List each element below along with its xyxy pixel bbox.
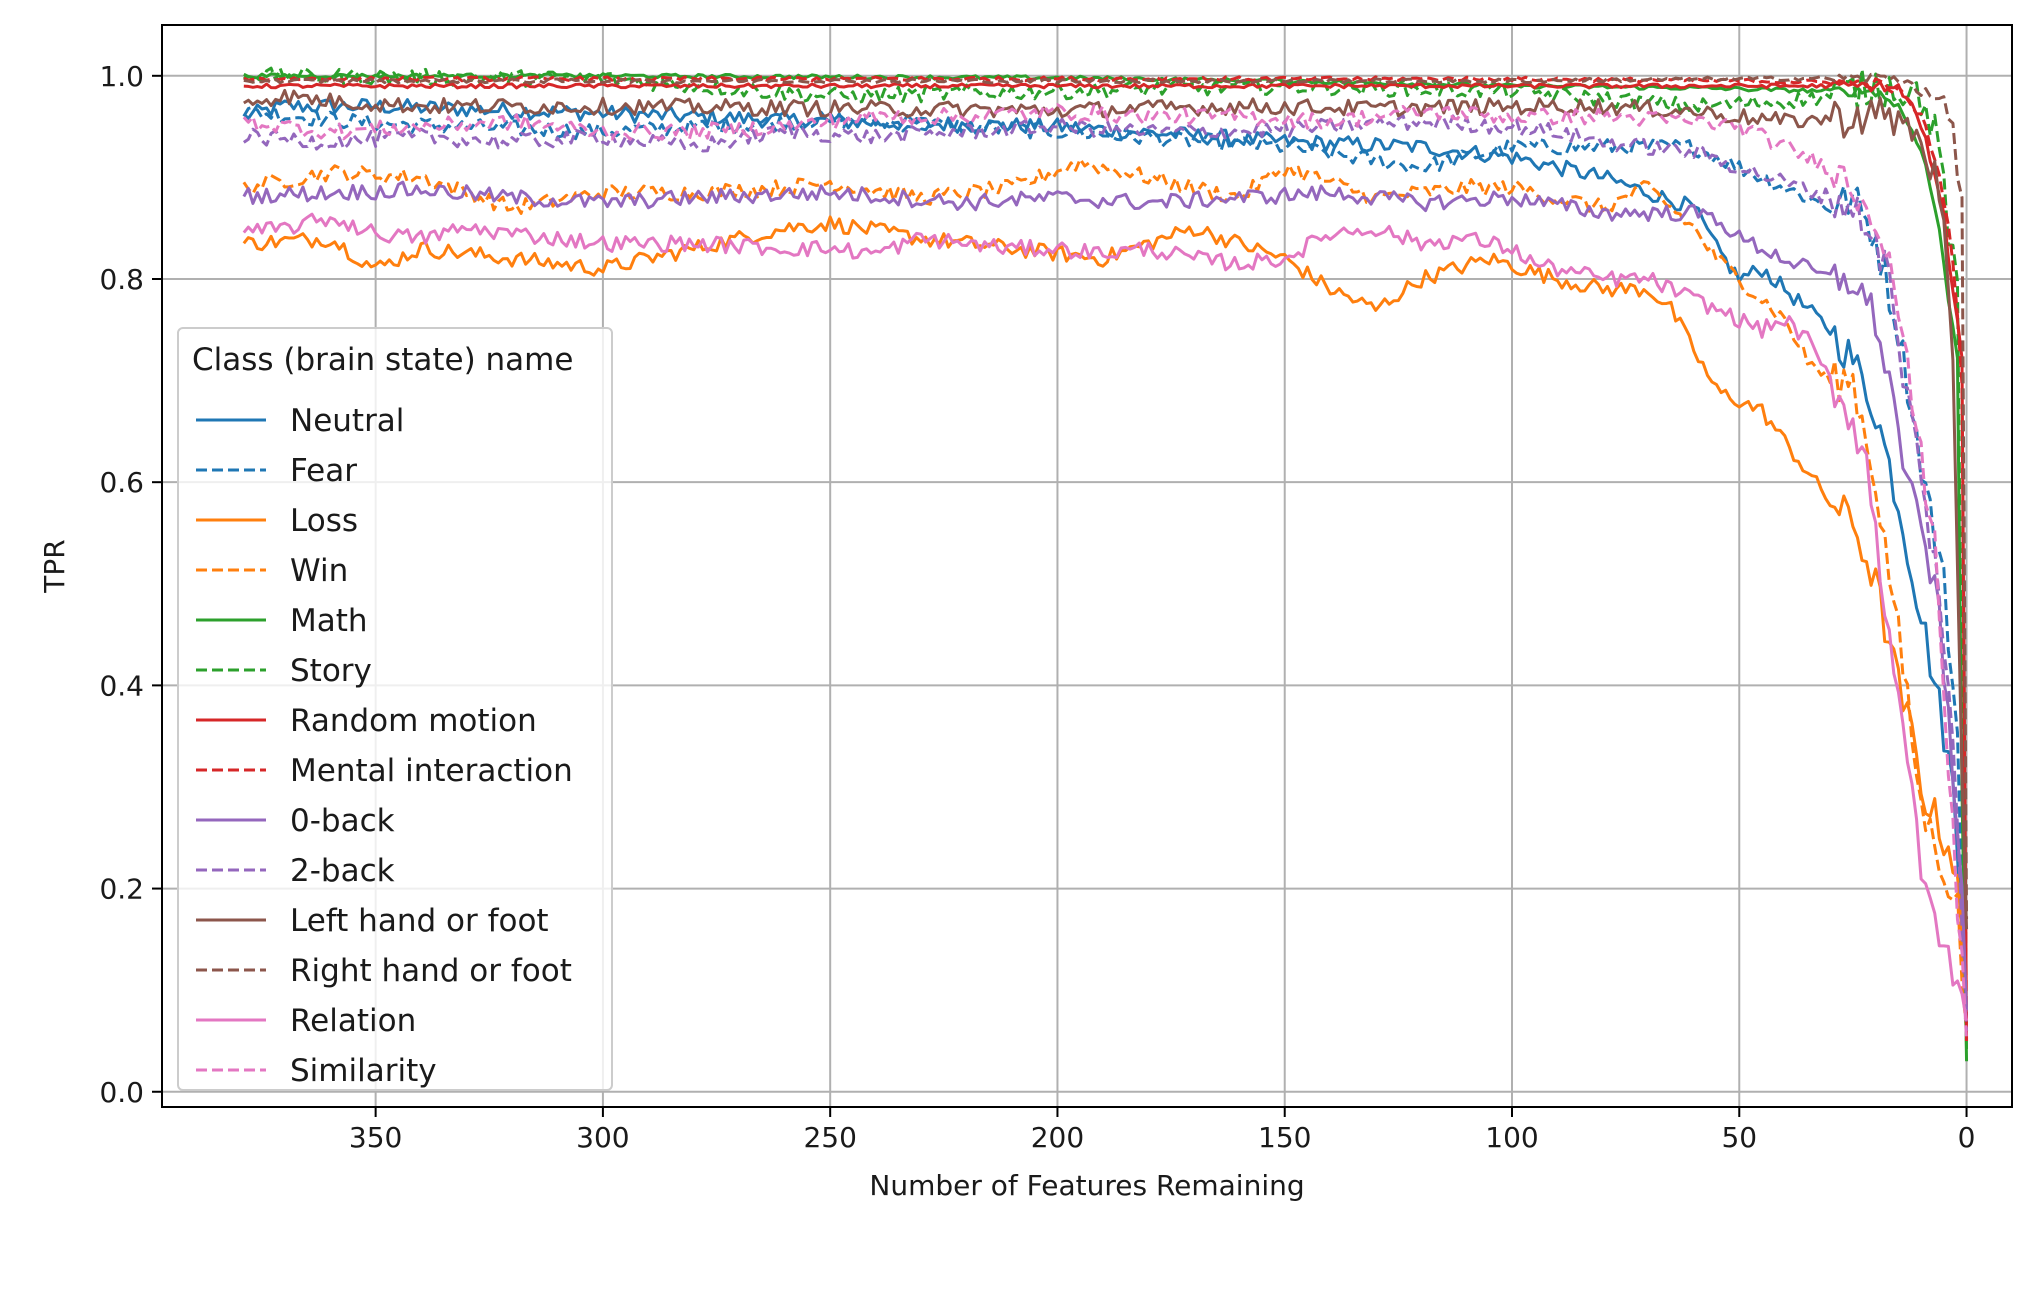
y-axis-label: TPR xyxy=(38,539,71,593)
legend-box xyxy=(177,327,613,1091)
legend-label: Fear xyxy=(290,453,357,489)
legend-item: Neutral xyxy=(196,403,404,439)
legend-label: Loss xyxy=(290,503,358,539)
x-tick-label: 300 xyxy=(576,1121,629,1154)
series-lines xyxy=(242,66,1969,1062)
legend-item: Mental interaction xyxy=(196,753,573,789)
legend-item: Right hand or foot xyxy=(196,953,572,989)
series-line-0-back xyxy=(242,180,1969,1011)
legend-label: 2-back xyxy=(290,853,395,889)
series-line-2-back xyxy=(242,113,1969,1031)
x-axis-label: Number of Features Remaining xyxy=(869,1169,1304,1202)
grid-lines xyxy=(162,25,2012,1107)
axis-ticks: 350 300 250 200 150 100 50 0 0.0 0.2 0.4 0.6 0.8 1.0 xyxy=(99,60,1975,1154)
plot-frame xyxy=(161,24,2013,1108)
x-tick-label: 50 xyxy=(1721,1121,1757,1154)
legend-label: Relation xyxy=(290,1003,416,1039)
legend: Class (brain state) name Neutral Fear Loss… xyxy=(177,327,613,1091)
legend-items: Neutral Fear Loss Win Math Story Random motion… xyxy=(196,403,573,1089)
y-tick-label: 0.0 xyxy=(99,1076,144,1109)
x-tick-label: 100 xyxy=(1485,1121,1538,1154)
legend-label: 0-back xyxy=(290,803,395,839)
legend-label: Right hand or foot xyxy=(290,953,572,989)
y-tick-label: 0.8 xyxy=(99,263,144,296)
series-line-fear xyxy=(242,105,1969,1031)
y-tick-label: 0.6 xyxy=(99,466,144,499)
x-tick-label: 150 xyxy=(1258,1121,1311,1154)
legend-item: Random motion xyxy=(196,703,537,739)
series-line-win xyxy=(242,157,1969,1031)
legend-title: Class (brain state) name xyxy=(192,342,573,378)
legend-label: Mental interaction xyxy=(290,753,573,789)
legend-label: Win xyxy=(290,553,348,589)
x-tick-label: 250 xyxy=(803,1121,856,1154)
series-line-random-motion xyxy=(243,79,1969,1041)
legend-item: Math xyxy=(196,603,368,639)
legend-item: Left hand or foot xyxy=(196,903,549,939)
legend-label: Similarity xyxy=(290,1053,437,1089)
series-line-relation xyxy=(242,212,1969,1021)
legend-label: Random motion xyxy=(290,703,537,739)
x-tick-label: 0 xyxy=(1958,1121,1976,1154)
legend-item: 2-back xyxy=(196,853,395,889)
series-line-loss xyxy=(242,215,1969,1031)
legend-item: Story xyxy=(196,653,372,689)
legend-label: Neutral xyxy=(290,403,404,439)
legend-item: Win xyxy=(196,553,348,589)
legend-item: 0-back xyxy=(196,803,395,839)
legend-label: Left hand or foot xyxy=(290,903,549,939)
legend-item: Loss xyxy=(196,503,358,539)
legend-item: Fear xyxy=(196,453,357,489)
legend-item: Similarity xyxy=(196,1053,437,1089)
x-tick-label: 200 xyxy=(1031,1121,1084,1154)
y-tick-label: 1.0 xyxy=(99,60,144,93)
legend-item: Relation xyxy=(196,1003,416,1039)
y-tick-label: 0.4 xyxy=(99,669,144,702)
y-tick-label: 0.2 xyxy=(99,873,144,906)
legend-label: Math xyxy=(290,603,368,639)
legend-label: Story xyxy=(290,653,372,689)
series-line-right-hand-or-foot xyxy=(243,72,1969,920)
series-line-similarity xyxy=(242,103,1969,1042)
x-tick-label: 350 xyxy=(349,1121,402,1154)
